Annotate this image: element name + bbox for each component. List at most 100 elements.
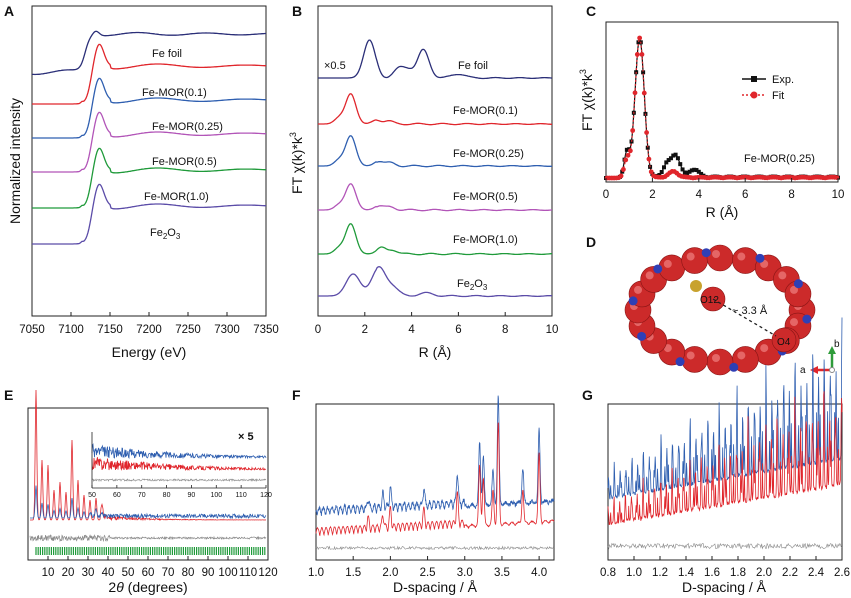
panel-b-frame	[317, 5, 553, 317]
panel-c-fit-marker	[639, 52, 645, 57]
panel-g-obs	[607, 317, 843, 500]
panel-e-diff	[29, 534, 267, 543]
oxygen-atom	[681, 346, 708, 373]
legend-fit-label: Fit	[772, 90, 784, 102]
panel-e-xtick-label: 50	[122, 567, 135, 579]
panel-a-xtick-label: 7300	[214, 324, 240, 336]
panel-e-xtick-label: 120	[258, 567, 277, 579]
panel-b: 0 2 4 6 8 10 R (Å) FT χ(k)*k3 ×0.5 Fe foil Fe…	[288, 5, 558, 360]
panel-label-e: E	[4, 387, 13, 403]
panel-label-c: C	[586, 3, 596, 19]
panel-e-inset-xtick-label: 50	[88, 492, 96, 499]
panel-c-exp-marker	[678, 162, 683, 167]
panel-a-xtick-label: 7050	[19, 324, 45, 336]
panel-a-label-fe2o3: Fe2O3	[150, 227, 181, 241]
panel-c-fit-marker	[625, 152, 631, 158]
legend-exp-marker	[751, 76, 757, 82]
panel-e-inset-xtick-label: 70	[138, 492, 146, 499]
silicon-atom	[755, 253, 765, 263]
panel-e: 10 20 30 40 50 60 70 80 90 100 110 120 50 60 70 80 90 10…	[27, 389, 278, 595]
oxygen-atom-highlight	[686, 351, 695, 360]
panel-c-xtick-label: 8	[788, 189, 794, 201]
panel-label-g: G	[582, 387, 593, 403]
panel-c: 0 2 4 6 8 10 R (Å) FT χ(k)*k3 Fe-MOR(0.25) Ex…	[578, 21, 844, 220]
panel-a-series-3	[32, 111, 267, 173]
panel-b-xtick-label: 6	[455, 324, 461, 336]
panel-b-ylabel: FT χ(k)*k3	[288, 132, 305, 194]
panel-c-exp-marker	[664, 160, 669, 165]
panel-g-xtick-label: 2.4	[808, 567, 825, 579]
oxygen-atom	[732, 247, 759, 274]
panel-e-xtick-label: 40	[102, 567, 115, 579]
panel-g-xtick-label: 1.8	[730, 567, 746, 579]
panel-c-sample-label: Fe-MOR(0.25)	[744, 153, 815, 165]
o4-label: O4	[777, 337, 791, 348]
panel-a: 7050 7100 7150 7200 7250 7300 7350 Energy (eV)…	[7, 5, 279, 360]
panel-c-fit-marker	[644, 130, 649, 135]
panel-label-a: A	[4, 3, 14, 19]
oxygen-atom-o4	[771, 327, 797, 353]
panel-c-exp-marker	[641, 70, 646, 75]
o-o-distance-line	[712, 298, 777, 337]
panel-e-xtick-label: 10	[42, 567, 55, 579]
panel-c-exp-marker	[668, 156, 673, 161]
panel-c-ylabel: FT χ(k)*k3	[578, 69, 595, 131]
panel-b-xtick-label: 4	[408, 324, 415, 336]
panel-b-label-fe2o3: Fe2O3	[457, 278, 488, 292]
panel-c-legend: Exp. Fit	[742, 74, 794, 102]
panel-c-exp-marker	[687, 169, 692, 174]
panel-a-label-0-1: Fe-MOR(0.1)	[142, 87, 207, 99]
panel-d: O12 ~ 3.3 Å O4 a b	[618, 244, 844, 382]
panel-f-xtick-label: 2.5	[420, 567, 436, 579]
panel-g-xtick-label: 2.2	[782, 567, 798, 579]
panel-e-inset-calc	[91, 457, 267, 472]
panel-c-fit-marker	[834, 175, 840, 181]
panel-g-calc	[607, 391, 843, 526]
panel-a-label-fe-foil: Fe foil	[152, 48, 182, 60]
panel-a-label-0-5: Fe-MOR(0.5)	[152, 156, 217, 168]
panel-c-frame	[605, 21, 839, 183]
panel-c-fit-marker	[630, 128, 636, 133]
panel-f-xtick-label: 2.0	[382, 567, 398, 579]
panel-f-obs	[315, 395, 555, 516]
silicon-atom	[637, 331, 647, 341]
panel-e-xtick-label: 100	[218, 567, 237, 579]
panel-c-exp-marker	[636, 40, 641, 45]
silicon-atom	[628, 296, 638, 306]
panel-a-xtick-label: 7200	[136, 324, 162, 336]
panel-b-label-0-25: Fe-MOR(0.25)	[453, 148, 524, 160]
panel-c-xtick-label: 2	[649, 189, 655, 201]
panel-g-xtick-label: 2.0	[756, 567, 772, 579]
oxygen-atom-highlight	[663, 344, 672, 353]
panel-b-series-5	[318, 266, 552, 298]
o12-label: O12	[700, 295, 719, 306]
panel-label-b: B	[292, 3, 302, 19]
panel-c-exp-marker	[659, 170, 664, 175]
axis-b-label: b	[834, 339, 840, 350]
panel-a-label-0-25: Fe-MOR(0.25)	[152, 121, 223, 133]
panel-e-xtick-label: 80	[182, 567, 195, 579]
panel-e-xtick-label: 90	[202, 567, 215, 579]
panel-b-xlabel: R (Å)	[419, 344, 452, 360]
panel-c-xtick-label: 6	[742, 189, 748, 201]
panel-b-label-0-5: Fe-MOR(0.5)	[453, 191, 518, 203]
oxygen-atom-highlight	[737, 351, 746, 360]
panel-label-f: F	[292, 387, 301, 403]
panel-e-inset-diff	[91, 478, 267, 483]
silicon-atom	[802, 314, 812, 324]
panel-a-series-1	[32, 43, 267, 105]
oxygen-atom-highlight	[712, 354, 720, 362]
panel-a-frame	[31, 5, 267, 317]
oxygen-atom-highlight	[686, 252, 695, 261]
panel-c-exp-marker	[694, 168, 699, 173]
silicon-atom	[701, 248, 711, 258]
panel-c-fit-marker	[634, 52, 640, 57]
panel-g-xtick-label: 1.2	[652, 567, 668, 579]
oxygen-atom-highlight	[789, 318, 798, 327]
panel-e-xtick-label: 20	[62, 567, 75, 579]
oxygen-atom-highlight	[737, 252, 746, 261]
silicon-atom	[729, 362, 739, 372]
silicon-atom	[793, 279, 803, 289]
panel-b-xtick-label: 0	[315, 324, 321, 336]
